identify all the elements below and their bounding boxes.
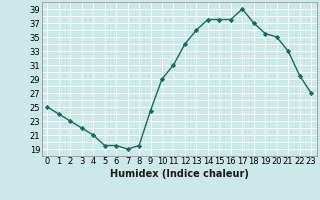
X-axis label: Humidex (Indice chaleur): Humidex (Indice chaleur) bbox=[110, 169, 249, 179]
